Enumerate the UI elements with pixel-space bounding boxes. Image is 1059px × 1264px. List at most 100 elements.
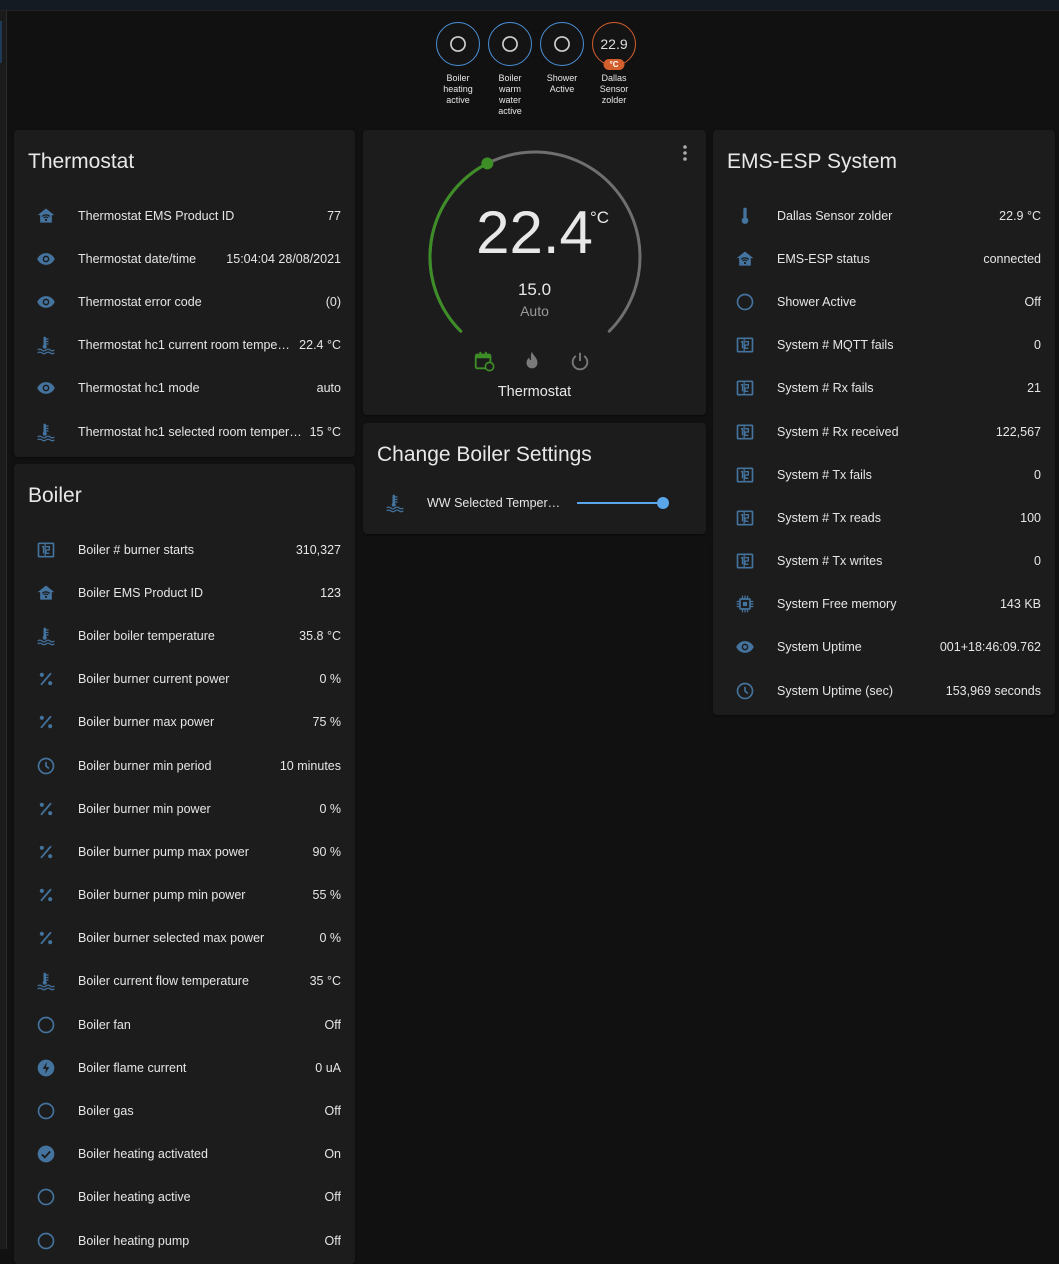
entity-name: System Uptime (sec) [777, 683, 893, 698]
entity-name: Boiler flame current [78, 1060, 187, 1075]
entity-name: Boiler burner pump min power [78, 888, 246, 903]
entity-row[interactable]: Thermostat error code (0) [14, 280, 355, 323]
entity-row[interactable]: Thermostat hc1 selected room temperature… [14, 410, 355, 453]
circle-outline-icon [450, 36, 466, 52]
entity-row[interactable]: Boiler burner current power 0 % [14, 658, 355, 701]
entity-value: 0 [1034, 338, 1041, 353]
entity-row[interactable]: Boiler flame current 0 uA [14, 1046, 355, 1089]
entity-row[interactable]: Boiler burner min period 10 minutes [14, 744, 355, 787]
entity-list: Boiler # burner starts 310,327 Boiler EMS … [14, 528, 355, 1262]
entity-value: 77 [327, 208, 341, 223]
percent-icon [34, 840, 58, 864]
entity-row[interactable]: Boiler # burner starts 310,327 [14, 528, 355, 571]
entity-value: (0) [325, 294, 341, 309]
entity-row[interactable]: Boiler boiler temperature 35.8 °C [14, 614, 355, 657]
badge-shower-active[interactable]: Shower Active [540, 22, 584, 117]
entity-row[interactable]: System # Rx received 122,567 [713, 410, 1055, 453]
circle-outline-icon [34, 1229, 58, 1253]
badge-boiler-heating-active[interactable]: Boiler heating active [436, 22, 480, 117]
entity-value: On [324, 1147, 341, 1162]
entity-name: Boiler current flow temperature [78, 974, 249, 989]
target-temperature: 15.0 [517, 280, 552, 299]
entity-value: 123 [320, 585, 341, 600]
entity-name: Thermostat date/time [78, 251, 197, 266]
entity-value: 90 % [312, 844, 342, 859]
entity-row[interactable]: Thermostat hc1 current room temperature 2… [14, 324, 355, 367]
entity-value: 0 % [319, 801, 341, 816]
counter-icon [733, 420, 757, 444]
entity-row[interactable]: Boiler heating activated On [14, 1133, 355, 1176]
entity-name: System # Rx received [777, 424, 899, 439]
entity-row[interactable]: Boiler heating pump Off [14, 1219, 355, 1262]
circle-outline-icon [733, 290, 757, 314]
entity-name: Dallas Sensor zolder [777, 208, 893, 223]
counter-icon [733, 549, 757, 573]
entity-name: System # Tx writes [777, 554, 883, 569]
entity-row[interactable]: EMS-ESP status connected [713, 237, 1055, 280]
thermometer-icon [733, 204, 757, 228]
entity-name: Boiler heating activated [78, 1147, 208, 1162]
entity-row[interactable]: Boiler burner pump max power 90 % [14, 830, 355, 873]
badge-boiler-warm-water-active[interactable]: Boiler warm water active [488, 22, 532, 117]
entity-row[interactable]: Boiler burner min power 0 % [14, 787, 355, 830]
more-options-icon[interactable] [678, 144, 692, 162]
entity-row[interactable]: Boiler gas Off [14, 1089, 355, 1132]
entity-row[interactable]: System Uptime 001+18:46:09.762 [713, 626, 1055, 669]
counter-icon [34, 538, 58, 562]
badge-dallas-sensor[interactable]: 22.9 °C Dallas Sensor zolder [592, 22, 636, 117]
target-handle [481, 157, 494, 170]
temperature-gauge[interactable] [363, 130, 706, 415]
entity-row[interactable]: System # Tx fails 0 [713, 453, 1055, 496]
entity-value: 15 °C [309, 424, 341, 439]
badge-label: Boiler warm water active [498, 73, 522, 116]
badge-unit: °C [603, 59, 625, 70]
entity-row[interactable]: Boiler burner max power 75 % [14, 701, 355, 744]
ww-temperature-slider[interactable] [577, 493, 669, 513]
entity-row[interactable]: Shower Active Off [713, 280, 1055, 323]
hvac-mode: Auto [520, 303, 549, 319]
entity-row[interactable]: System # Tx writes 0 [713, 540, 1055, 583]
entity-row[interactable]: Boiler EMS Product ID 123 [14, 571, 355, 614]
slider-knob[interactable] [657, 496, 669, 509]
thermostat-climate-card: 22.4 °C 15.0 Auto Thermostat [363, 130, 706, 415]
entity-row[interactable]: Thermostat EMS Product ID 77 [14, 194, 355, 237]
entity-row[interactable]: System # Tx reads 100 [713, 496, 1055, 539]
entity-value: Off [324, 1104, 341, 1119]
percent-icon [34, 883, 58, 907]
entity-row[interactable]: Boiler fan Off [14, 1003, 355, 1046]
entity-value: 15:04:04 28/08/2021 [226, 251, 341, 266]
entity-name: WW Selected Temperature [427, 495, 567, 510]
eye-icon [34, 290, 58, 314]
current-temperature: 22.4 [476, 199, 593, 266]
entity-row[interactable]: System # Rx fails 21 [713, 367, 1055, 410]
entity-row[interactable]: System Free memory 143 KB [713, 583, 1055, 626]
entity-row[interactable]: Boiler burner selected max power 0 % [14, 917, 355, 960]
fire-icon[interactable] [521, 350, 543, 372]
entity-value: 100 [1020, 510, 1041, 525]
entity-row[interactable]: Boiler heating active Off [14, 1176, 355, 1219]
entity-row[interactable]: Dallas Sensor zolder 22.9 °C [713, 194, 1055, 237]
entity-name: Boiler burner min period [78, 758, 212, 773]
calendar-sync-icon[interactable] [473, 350, 495, 372]
power-icon[interactable] [569, 350, 591, 372]
entity-row[interactable]: Boiler current flow temperature 35 °C [14, 960, 355, 1003]
thermostat-entities-card: Thermostat Thermostat EMS Product ID 77 Th… [14, 130, 355, 457]
entity-name: Boiler # burner starts [78, 542, 195, 557]
badge-label: Boiler heating active [443, 73, 473, 105]
entity-row[interactable]: System Uptime (sec) 153,969 seconds [713, 669, 1055, 712]
percent-icon [34, 667, 58, 691]
entity-value: 0 uA [315, 1060, 341, 1075]
entity-row[interactable]: Thermostat date/time 15:04:04 28/08/2021 [14, 237, 355, 280]
entity-value: 0 [1034, 467, 1041, 482]
entity-name: EMS-ESP status [777, 251, 870, 266]
home-wifi-icon [733, 247, 757, 271]
sidebar-indicator [0, 21, 2, 63]
thermometer-water-icon [383, 491, 407, 515]
entity-row[interactable]: Thermostat hc1 mode auto [14, 367, 355, 410]
entity-name: System Free memory [777, 597, 897, 612]
badge-ring [540, 22, 584, 66]
entity-row[interactable]: Boiler burner pump min power 55 % [14, 874, 355, 917]
circle-outline-icon [34, 1099, 58, 1123]
circle-outline-icon [502, 36, 518, 52]
entity-row[interactable]: System # MQTT fails 0 [713, 324, 1055, 367]
